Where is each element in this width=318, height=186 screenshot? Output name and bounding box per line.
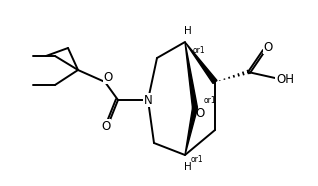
Text: or1: or1 — [193, 46, 205, 54]
Text: O: O — [101, 119, 111, 132]
Text: H: H — [184, 26, 192, 36]
Text: O: O — [195, 107, 204, 119]
Text: N: N — [144, 94, 152, 107]
Text: OH: OH — [276, 73, 294, 86]
Text: or1: or1 — [191, 155, 203, 164]
Polygon shape — [185, 42, 217, 84]
Text: O: O — [103, 70, 113, 84]
Text: O: O — [263, 41, 273, 54]
Polygon shape — [185, 108, 197, 155]
Polygon shape — [185, 42, 197, 108]
Text: or1: or1 — [204, 95, 216, 105]
Text: H: H — [184, 162, 192, 172]
